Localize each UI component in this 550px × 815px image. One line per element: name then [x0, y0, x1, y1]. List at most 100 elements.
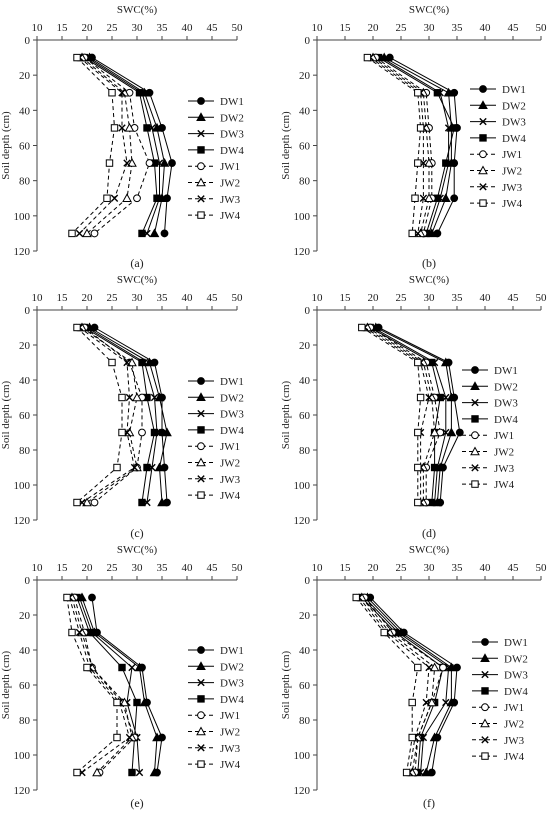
- legend-label: JW1: [220, 441, 240, 453]
- legend-marker: [481, 638, 489, 646]
- series-dw3: [83, 323, 161, 507]
- panel-f: 10 15 20 25 30 35 40 45 50 0 20 40 60 80 100 120 SWC(%) S…: [280, 544, 547, 810]
- data-point: [358, 323, 366, 332]
- data-point: [154, 462, 165, 472]
- x-axis-title: SWC(%): [409, 274, 450, 286]
- y-tick-label: 0: [305, 35, 311, 47]
- x-tick-label: 15: [340, 562, 352, 574]
- data-point: [134, 662, 145, 672]
- data-point: [103, 194, 111, 202]
- series-jw2: [67, 592, 137, 777]
- legend-marker: [197, 744, 205, 752]
- legend: DW1 DW2 DW3 DW4 JW1 JW2 JW3 JW4: [188, 645, 244, 771]
- legend-label: DW2: [220, 392, 244, 404]
- x-tick-label: 50: [536, 562, 548, 574]
- panel-label: (d): [422, 526, 436, 540]
- data-point: [408, 229, 416, 238]
- legend-marker: [197, 475, 205, 483]
- data-point: [160, 229, 169, 238]
- x-tick-label: 35: [452, 22, 464, 34]
- y-tick-label: 80: [299, 176, 311, 188]
- y-tick-label: 60: [299, 680, 311, 692]
- x-tick-label: 10: [32, 292, 44, 304]
- series-jw1: [80, 53, 154, 238]
- y-tick-label: 80: [299, 445, 311, 457]
- data-point: [414, 428, 422, 437]
- series-line: [372, 327, 447, 503]
- y-tick-label: 120: [294, 246, 311, 258]
- data-point: [133, 698, 141, 707]
- legend-label: DW1: [494, 365, 518, 377]
- legend-label: DW3: [502, 117, 526, 129]
- data-point: [118, 124, 126, 132]
- legend-marker: [478, 165, 488, 175]
- series-dw4: [73, 593, 141, 777]
- data-point: [424, 193, 434, 202]
- legend-label: DW1: [220, 96, 244, 108]
- data-point: [408, 698, 416, 707]
- data-point: [439, 663, 447, 672]
- legend-label: JW2: [220, 178, 240, 190]
- legend-label: JW4: [502, 198, 523, 210]
- series-jw4: [73, 323, 126, 507]
- legend-label: JW1: [220, 710, 240, 722]
- series-jw3: [360, 323, 433, 507]
- data-point: [159, 158, 170, 167]
- y-tick-label: 100: [14, 211, 31, 223]
- data-point: [424, 158, 434, 167]
- series-line: [66, 597, 118, 773]
- legend-marker: [197, 97, 205, 105]
- series-dw4: [374, 53, 458, 238]
- legend-label: DW1: [504, 637, 528, 649]
- series-jw3: [75, 53, 131, 238]
- data-point: [135, 89, 144, 97]
- series-line: [358, 597, 430, 773]
- series-line: [94, 327, 168, 503]
- legend-marker: [471, 398, 479, 407]
- legend-label: JW3: [494, 463, 515, 475]
- series-jw2: [77, 52, 137, 238]
- legend-marker: [197, 162, 205, 171]
- x-axis-title: SWC(%): [117, 544, 158, 556]
- legend-label: DW2: [502, 100, 526, 112]
- data-point: [411, 194, 419, 202]
- series-line: [89, 327, 168, 503]
- legend-marker: [479, 85, 487, 93]
- y-tick-label: 0: [305, 575, 311, 587]
- legend-marker: [471, 431, 479, 440]
- data-point: [419, 194, 428, 202]
- legend: DW1 DW2 DW3 DW4 JW1 JW2 JW3 JW4: [462, 365, 518, 491]
- x-tick-label: 45: [207, 562, 219, 574]
- x-tick-label: 30: [132, 292, 144, 304]
- series-jw4: [352, 593, 422, 777]
- series-line: [74, 597, 136, 773]
- legend-marker: [471, 366, 479, 374]
- data-point: [429, 427, 440, 437]
- legend-marker: [196, 392, 206, 401]
- x-tick-label: 15: [57, 562, 69, 574]
- data-point: [105, 159, 114, 167]
- x-axis-title: SWC(%): [409, 544, 450, 556]
- legend: DW1 DW2 DW3 DW4 JW1 JW2 JW3 JW4: [472, 637, 528, 763]
- series-line: [361, 597, 436, 773]
- x-tick-label: 20: [368, 22, 380, 34]
- series-line: [84, 57, 158, 234]
- data-point: [75, 229, 84, 238]
- legend-marker: [470, 446, 480, 456]
- data-point: [450, 124, 458, 132]
- data-point: [118, 663, 126, 672]
- data-point: [125, 393, 134, 402]
- data-point: [108, 358, 116, 367]
- legend-marker: [478, 100, 488, 109]
- legend-label: JW4: [504, 751, 525, 763]
- legend-marker: [196, 112, 206, 121]
- data-point: [143, 124, 151, 132]
- legend-label: DW1: [502, 84, 526, 96]
- series-line: [367, 57, 422, 234]
- data-point: [442, 159, 450, 167]
- data-point: [154, 392, 165, 402]
- data-point: [138, 428, 146, 437]
- legend-label: DW1: [220, 376, 244, 388]
- data-point: [168, 159, 176, 167]
